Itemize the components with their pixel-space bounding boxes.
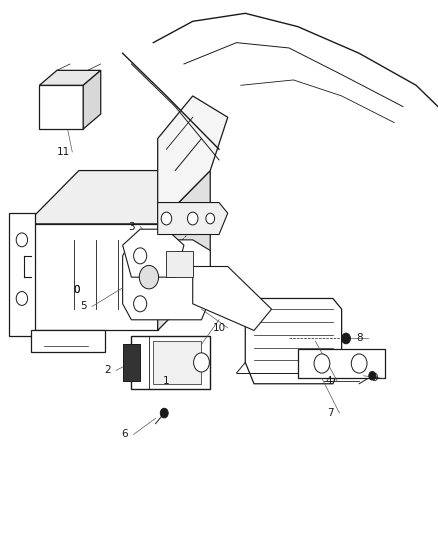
Circle shape bbox=[161, 212, 172, 225]
Polygon shape bbox=[245, 298, 342, 384]
Circle shape bbox=[342, 333, 350, 344]
Polygon shape bbox=[153, 341, 201, 384]
Circle shape bbox=[16, 292, 28, 305]
Polygon shape bbox=[26, 171, 210, 224]
Polygon shape bbox=[123, 344, 140, 381]
Circle shape bbox=[369, 372, 376, 380]
Polygon shape bbox=[166, 251, 193, 277]
Circle shape bbox=[134, 296, 147, 312]
Polygon shape bbox=[298, 349, 385, 378]
Circle shape bbox=[206, 213, 215, 224]
Polygon shape bbox=[26, 224, 158, 330]
Polygon shape bbox=[131, 336, 210, 389]
Text: 7: 7 bbox=[327, 408, 334, 418]
Polygon shape bbox=[158, 171, 210, 330]
Text: 1: 1 bbox=[163, 376, 170, 386]
Text: 8: 8 bbox=[356, 334, 363, 343]
Polygon shape bbox=[31, 330, 105, 352]
Polygon shape bbox=[158, 203, 228, 235]
Text: 9: 9 bbox=[371, 374, 378, 383]
Text: 10: 10 bbox=[212, 323, 226, 333]
Text: 5: 5 bbox=[80, 302, 87, 311]
Text: 0: 0 bbox=[74, 286, 80, 295]
Circle shape bbox=[187, 212, 198, 225]
Text: 11: 11 bbox=[57, 147, 70, 157]
Text: 6: 6 bbox=[121, 430, 128, 439]
Text: 0: 0 bbox=[74, 286, 80, 295]
Circle shape bbox=[139, 265, 159, 289]
Text: 2: 2 bbox=[104, 366, 111, 375]
Circle shape bbox=[134, 248, 147, 264]
Polygon shape bbox=[83, 70, 101, 129]
Circle shape bbox=[351, 354, 367, 373]
Circle shape bbox=[314, 354, 330, 373]
Polygon shape bbox=[193, 266, 272, 330]
Polygon shape bbox=[123, 240, 210, 320]
Circle shape bbox=[16, 233, 28, 247]
Polygon shape bbox=[158, 96, 228, 224]
Polygon shape bbox=[9, 213, 35, 336]
Circle shape bbox=[160, 408, 168, 418]
Text: 3: 3 bbox=[128, 222, 135, 231]
Text: 4: 4 bbox=[325, 376, 332, 386]
Circle shape bbox=[194, 353, 209, 372]
Polygon shape bbox=[123, 229, 184, 277]
Polygon shape bbox=[39, 70, 101, 85]
Polygon shape bbox=[39, 85, 83, 129]
